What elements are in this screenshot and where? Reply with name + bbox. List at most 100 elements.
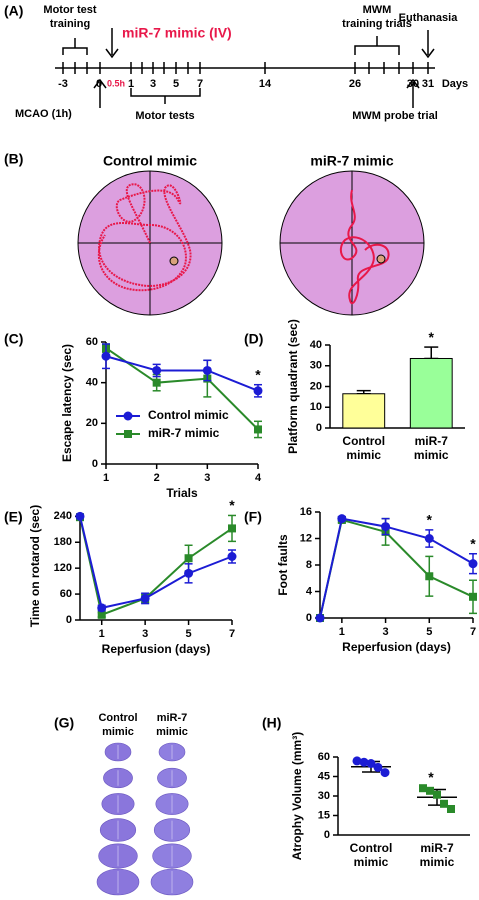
legend-label: miR-7 mimic bbox=[148, 426, 220, 440]
y-tick-label: 4 bbox=[306, 585, 313, 597]
y-tick-label: 60 bbox=[60, 588, 72, 600]
text-line: mimic bbox=[156, 726, 188, 738]
series-line bbox=[105, 355, 259, 392]
y-tick-label: 8 bbox=[306, 559, 312, 571]
panel-label: (C) bbox=[4, 331, 23, 347]
text-line: mimic bbox=[414, 448, 449, 462]
annotation: * bbox=[229, 497, 235, 513]
arrow bbox=[93, 78, 107, 108]
swim-track bbox=[339, 189, 390, 305]
data-point bbox=[424, 534, 434, 543]
event-label: Motor tests bbox=[135, 110, 194, 122]
text-line: mimic bbox=[102, 726, 134, 738]
y-tick-label: 30 bbox=[310, 360, 322, 372]
platform bbox=[376, 254, 386, 264]
data-point bbox=[97, 610, 106, 619]
data-point bbox=[140, 593, 150, 603]
annotation: * bbox=[470, 535, 476, 551]
data-point bbox=[469, 592, 477, 601]
text-line: Control bbox=[98, 712, 137, 724]
y-axis-label: Atrophy Volume (mm³) bbox=[290, 732, 304, 860]
y-axis-label: Escape latency (sec) bbox=[60, 344, 74, 462]
text-line: training bbox=[50, 18, 90, 30]
y-tick-label: 12 bbox=[300, 532, 312, 544]
x-tick-label: 3 bbox=[383, 626, 389, 638]
x-tick-label: 4 bbox=[255, 472, 262, 484]
x-axis-label: Trials bbox=[166, 486, 198, 500]
x-tick-label: 1 bbox=[99, 628, 105, 640]
bracket bbox=[62, 38, 88, 55]
event-label: MCAO (1h) bbox=[15, 108, 72, 120]
bar bbox=[409, 357, 453, 429]
y-tick-label: 180 bbox=[54, 536, 72, 548]
bar bbox=[342, 393, 386, 429]
legend-marker bbox=[123, 411, 133, 421]
data-point bbox=[440, 799, 448, 808]
y-tick-label: 0 bbox=[92, 458, 98, 470]
data-point bbox=[366, 759, 376, 768]
data-point bbox=[97, 603, 107, 613]
maze-left bbox=[77, 170, 223, 316]
y-tick-label: 60 bbox=[318, 751, 330, 763]
legend-label: Control mimic bbox=[148, 408, 229, 422]
x-tick-label: miR-7 mimic bbox=[414, 434, 449, 462]
text-line: Motor test bbox=[43, 4, 97, 16]
y-tick-label: 0 bbox=[324, 829, 330, 841]
panel-label: (B) bbox=[4, 151, 23, 167]
data-point bbox=[352, 756, 362, 766]
data-point bbox=[337, 514, 347, 524]
text-line: Control bbox=[342, 434, 385, 448]
arrow bbox=[105, 28, 119, 59]
swim-track bbox=[97, 183, 192, 292]
arrow bbox=[406, 78, 420, 108]
bracket bbox=[130, 88, 201, 104]
timeline-marks bbox=[55, 28, 435, 108]
y-tick-label: 16 bbox=[300, 506, 312, 518]
text-line: mimic bbox=[420, 855, 455, 869]
data-point bbox=[202, 365, 212, 375]
x-tick-label: miR-7 mimic bbox=[420, 841, 455, 869]
bracket bbox=[354, 36, 400, 55]
panel-label: (F) bbox=[244, 509, 262, 525]
data-point bbox=[184, 568, 194, 578]
maze-title: miR-7 mimic bbox=[310, 153, 393, 169]
column-label: Control mimic bbox=[98, 712, 137, 738]
text-line: training trials bbox=[342, 18, 412, 30]
x-axis-label: Reperfusion (days) bbox=[342, 640, 451, 654]
series-line bbox=[319, 518, 474, 619]
data-point bbox=[75, 511, 85, 521]
timeline-tick-label: 31 bbox=[422, 78, 434, 90]
timeline-tick-label: 26 bbox=[349, 78, 361, 90]
y-tick-label: 60 bbox=[86, 336, 98, 348]
x-tick-label: 2 bbox=[154, 472, 160, 484]
y-tick-label: 0 bbox=[316, 422, 322, 434]
data-point bbox=[152, 365, 162, 375]
text-line: MWM bbox=[363, 4, 392, 16]
y-tick-label: 30 bbox=[318, 790, 330, 802]
data-point bbox=[227, 551, 237, 561]
panel-label: (A) bbox=[4, 3, 23, 19]
y-tick-label: 0 bbox=[306, 612, 312, 624]
panel-label: (H) bbox=[262, 715, 281, 731]
text-line: miR-7 bbox=[420, 841, 454, 855]
y-tick-label: 240 bbox=[54, 510, 72, 522]
event-label: miR-7 mimic (IV) bbox=[122, 25, 232, 41]
timeline-tick-label: 30 bbox=[407, 78, 419, 90]
annotation: * bbox=[255, 366, 261, 382]
data-point bbox=[381, 522, 391, 532]
y-tick-label: 10 bbox=[310, 401, 322, 413]
x-tick-label: 3 bbox=[142, 628, 148, 640]
y-tick-label: 45 bbox=[318, 770, 330, 782]
y-tick-label: 0 bbox=[66, 614, 72, 626]
timeline-tick-label: 0 bbox=[96, 78, 102, 90]
data-point bbox=[253, 386, 263, 396]
timeline-tick-label: 14 bbox=[259, 78, 272, 90]
event-label: MWM training trials bbox=[342, 4, 412, 30]
x-tick-label: Control mimic bbox=[350, 841, 393, 869]
text-line: miR-7 bbox=[415, 434, 449, 448]
series-line bbox=[105, 347, 259, 431]
x-tick-label: 5 bbox=[426, 626, 432, 638]
text-line: miR-7 bbox=[157, 712, 188, 724]
panel-label: (G) bbox=[54, 715, 74, 731]
